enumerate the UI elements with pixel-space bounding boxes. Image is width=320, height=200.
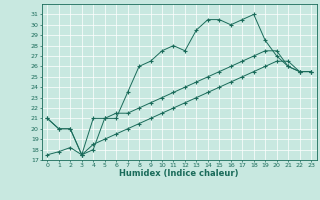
X-axis label: Humidex (Indice chaleur): Humidex (Indice chaleur) (119, 169, 239, 178)
